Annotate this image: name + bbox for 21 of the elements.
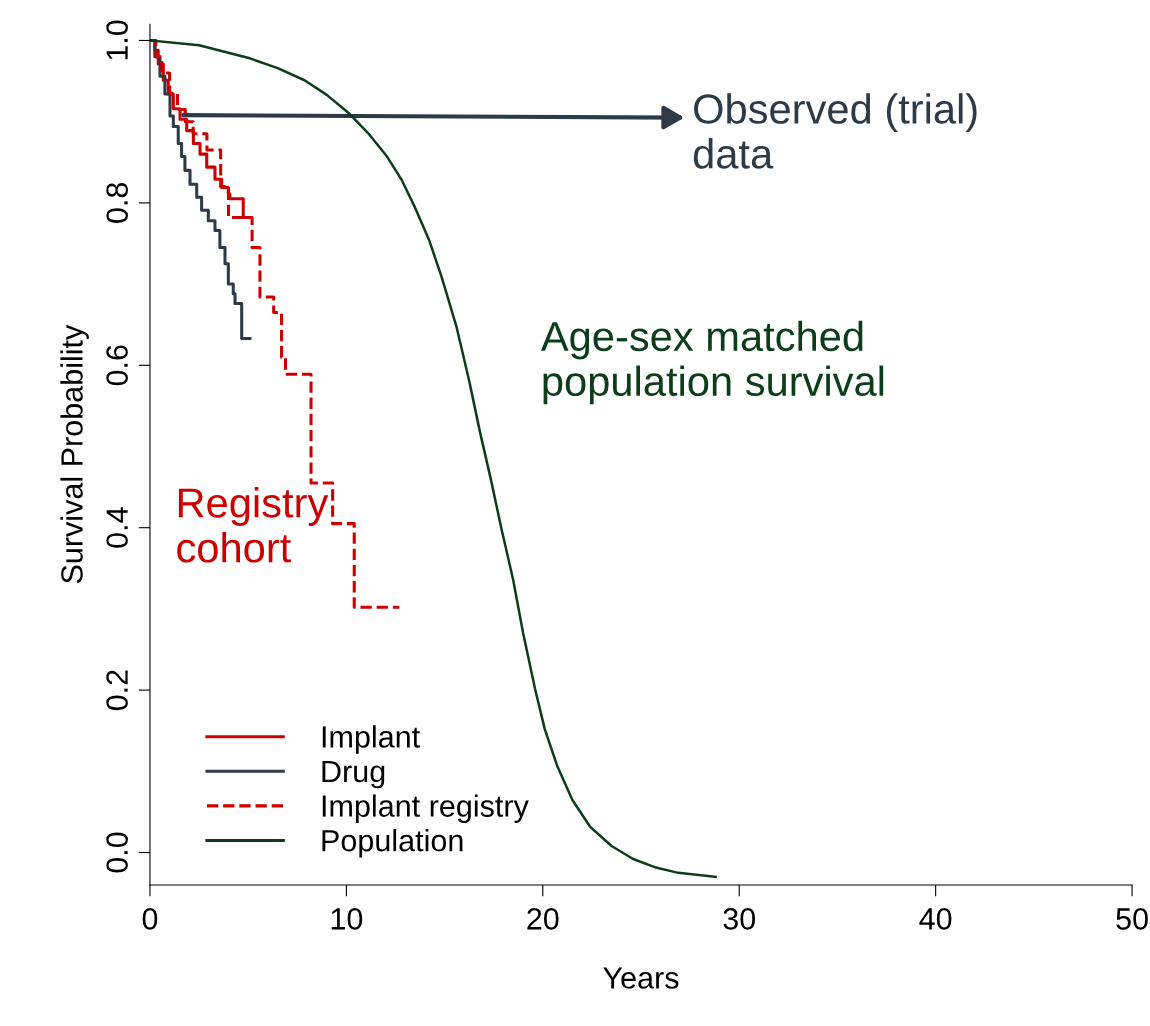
y-tick-label: 0.4: [106, 507, 128, 548]
legend-label: Implant registry: [322, 794, 529, 823]
x-tick-label: 20: [527, 908, 559, 930]
y-axis-title: Survival Probability: [60, 324, 89, 584]
y-tick-label: 0.6: [106, 345, 128, 386]
y-tick-label: 1.0: [106, 20, 128, 60]
legend-label: Drug: [322, 760, 385, 789]
x-tick-label: 50: [1116, 908, 1148, 930]
legend-label: Population: [322, 829, 463, 858]
x-tick-label: 30: [723, 908, 756, 930]
y-tick-label: 0.0: [106, 832, 128, 873]
x-tick-label: 0: [142, 908, 158, 930]
annotation: Observed (trial) data: [693, 93, 977, 169]
y-tick-label: 0.2: [106, 670, 128, 711]
annotation: Age-sex matched population survival: [540, 320, 884, 405]
y-tick-label: 0.8: [106, 182, 128, 223]
legend-label: Implant: [322, 725, 420, 754]
x-tick-label: 10: [331, 908, 363, 930]
x-tick-label: 40: [919, 908, 952, 930]
annotation: Registry cohort: [177, 487, 329, 563]
x-axis-title: Years: [603, 967, 679, 989]
